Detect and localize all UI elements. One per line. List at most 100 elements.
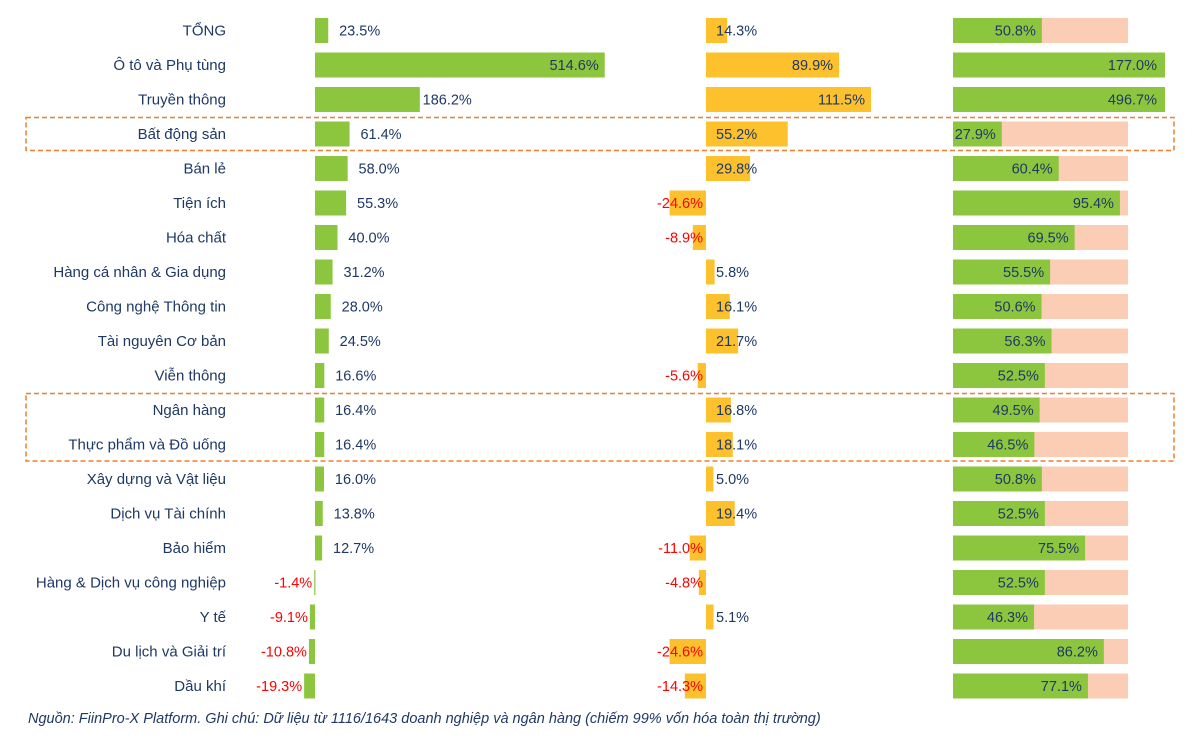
series3-bar bbox=[953, 535, 1086, 561]
series3-value-label: 52.5% bbox=[998, 369, 1039, 385]
series2-value-label: -8.9% bbox=[665, 231, 703, 247]
series1-bar bbox=[315, 328, 329, 354]
series3-bar bbox=[953, 18, 1042, 43]
series3-value-label: 50.8% bbox=[995, 24, 1036, 40]
category-label: Du lịch và Giải trí bbox=[112, 644, 227, 661]
series2-value-label: -11.0% bbox=[658, 541, 703, 557]
series1-value-label: 24.5% bbox=[340, 334, 381, 350]
category-label: TỔNG bbox=[183, 22, 226, 40]
series3-value-label: 46.3% bbox=[987, 610, 1028, 626]
series3-bar bbox=[953, 466, 1042, 492]
series1-value-label: 55.3% bbox=[357, 196, 398, 212]
series3-value-label: 50.8% bbox=[995, 472, 1036, 488]
series1-value-label: 23.5% bbox=[339, 24, 380, 40]
series1-value-label: 16.6% bbox=[335, 369, 376, 385]
series1-value-label: 16.4% bbox=[335, 438, 376, 454]
series1-bar bbox=[315, 190, 347, 216]
series1-bar bbox=[309, 604, 315, 630]
series3-value-label: 69.5% bbox=[1028, 231, 1069, 247]
series3-value-label: 56.3% bbox=[1004, 334, 1045, 350]
series1-value-label: 28.0% bbox=[342, 300, 383, 316]
series3-value-label: 52.5% bbox=[998, 507, 1039, 523]
series1-value-label: -1.4% bbox=[274, 576, 312, 592]
series2-value-label: 5.1% bbox=[716, 610, 749, 626]
series1-value-label: 16.0% bbox=[335, 472, 376, 488]
series2-bar bbox=[692, 225, 706, 250]
series1-bar bbox=[315, 87, 420, 112]
series2-bar bbox=[669, 190, 706, 216]
series3-value-label: 95.4% bbox=[1073, 196, 1114, 212]
series1-bar bbox=[315, 225, 338, 250]
series2-value-label: 29.8% bbox=[716, 162, 757, 178]
series2-bar bbox=[706, 259, 715, 285]
series2-value-label: 89.9% bbox=[792, 58, 833, 74]
series2-bar bbox=[706, 432, 733, 457]
series3-bar bbox=[953, 156, 1059, 181]
category-label: Thực phẩm và Đồ uống bbox=[68, 437, 226, 454]
series3-bar bbox=[953, 87, 1165, 112]
category-label: Dầu khí bbox=[174, 678, 227, 695]
series2-bar bbox=[706, 18, 728, 43]
series2-value-label: 5.0% bbox=[716, 472, 749, 488]
series3-bar bbox=[953, 673, 1088, 699]
series1-bar bbox=[315, 294, 331, 319]
series2-bar bbox=[706, 466, 714, 492]
series2-bar bbox=[698, 570, 706, 595]
series3-bar bbox=[953, 259, 1051, 285]
category-label: Xây dựng và Vật liệu bbox=[87, 471, 226, 488]
series2-bar bbox=[706, 294, 730, 319]
series3-value-label: 52.5% bbox=[998, 576, 1039, 592]
series2-bar bbox=[689, 535, 706, 561]
series1-bar bbox=[315, 397, 325, 423]
series3-bar bbox=[953, 121, 1002, 147]
series2-value-label: -24.6% bbox=[657, 645, 703, 661]
series2-value-label: 14.3% bbox=[716, 24, 757, 40]
series1-value-label: 16.4% bbox=[335, 403, 376, 419]
series2-bar bbox=[697, 363, 706, 388]
series2-value-label: 55.2% bbox=[716, 127, 757, 143]
category-label: Ô tô và Phụ tùng bbox=[113, 57, 226, 74]
category-label: Hàng cá nhân & Gia dụng bbox=[53, 264, 226, 281]
category-label: Bảo hiểm bbox=[163, 540, 226, 557]
series2-bar bbox=[706, 121, 788, 147]
series3-value-label: 50.6% bbox=[994, 300, 1035, 316]
series2-bar bbox=[669, 639, 706, 664]
series3-value-label: 77.1% bbox=[1041, 679, 1082, 695]
series3-value-label: 60.4% bbox=[1012, 162, 1053, 178]
series3-bar bbox=[953, 432, 1035, 457]
series3-value-label: 55.5% bbox=[1003, 265, 1044, 281]
series2-bar bbox=[684, 673, 706, 699]
category-label: Bất động sản bbox=[138, 126, 226, 143]
series1-bar bbox=[315, 501, 323, 526]
series1-value-label: -10.8% bbox=[261, 645, 307, 661]
series1-bar bbox=[315, 363, 325, 388]
series3-value-label: 86.2% bbox=[1057, 645, 1098, 661]
series3-value-label: 27.9% bbox=[955, 127, 996, 143]
series3-value-label: 49.5% bbox=[993, 403, 1034, 419]
series2-value-label: -14.3% bbox=[657, 679, 703, 695]
series3-bar bbox=[953, 52, 1165, 78]
series1-bar bbox=[314, 570, 316, 595]
series3-value-label: 177.0% bbox=[1108, 58, 1157, 74]
category-label: Bán lẻ bbox=[183, 161, 226, 178]
series2-value-label: 21.7% bbox=[716, 334, 757, 350]
series3-value-label: 46.5% bbox=[987, 438, 1028, 454]
series2-bar bbox=[706, 52, 840, 78]
series2-value-label: -24.6% bbox=[657, 196, 703, 212]
series1-value-label: 13.8% bbox=[334, 507, 375, 523]
series1-bar bbox=[315, 156, 348, 181]
category-label: Tiện ích bbox=[173, 195, 226, 212]
series1-bar bbox=[304, 673, 315, 699]
series3-bar bbox=[953, 225, 1075, 250]
series2-value-label: 16.1% bbox=[716, 300, 757, 316]
series3-bar bbox=[953, 604, 1035, 630]
series3-value-label: 496.7% bbox=[1108, 93, 1157, 109]
series3-bar bbox=[953, 639, 1104, 664]
category-label: Truyền thông bbox=[138, 92, 226, 109]
series2-value-label: 5.8% bbox=[716, 265, 749, 281]
series3-value-label: 75.5% bbox=[1038, 541, 1079, 557]
category-label: Y tế bbox=[200, 609, 227, 626]
series1-bar bbox=[315, 121, 350, 147]
series3-bar bbox=[953, 570, 1045, 595]
